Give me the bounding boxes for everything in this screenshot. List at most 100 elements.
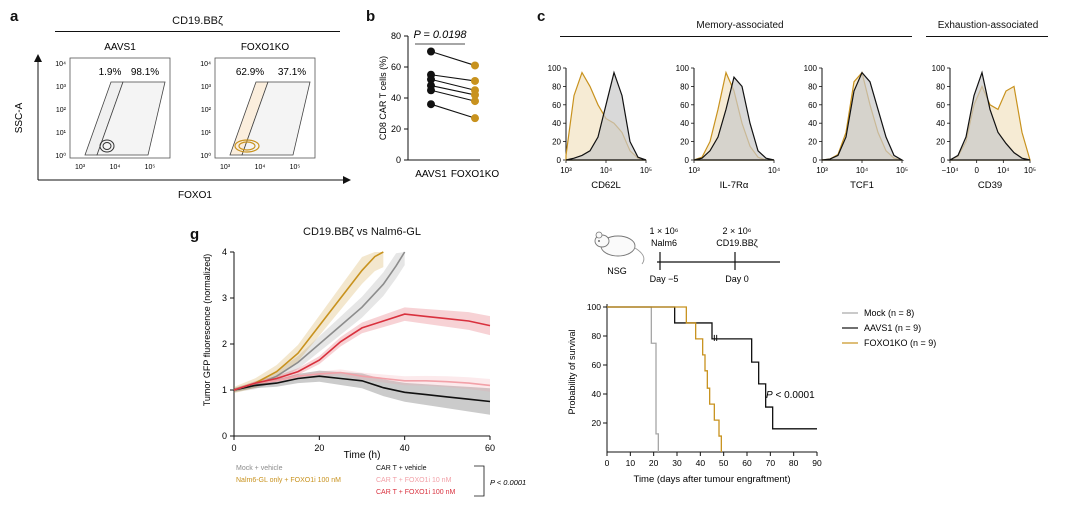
histogram-xtick-label: 10³ bbox=[688, 166, 700, 175]
ytick: 10⁴ bbox=[200, 61, 211, 68]
histogram-ytick-label: 20 bbox=[552, 138, 561, 147]
panel-c-exhaustion-rule bbox=[926, 36, 1048, 37]
ytick: 10² bbox=[201, 107, 212, 114]
panel-letter-a: a bbox=[10, 8, 19, 25]
ytick: 10² bbox=[56, 107, 67, 114]
s-xtick-label: 0 bbox=[605, 458, 610, 468]
panel-c-memory-header: Memory-associated bbox=[696, 20, 784, 31]
s-xtick-label: 10 bbox=[626, 458, 636, 468]
point-foxo1ko bbox=[471, 90, 479, 99]
schematic-dose1-cells: Nalm6 bbox=[651, 238, 677, 248]
histogram-aavs1-curve bbox=[565, 70, 647, 161]
panel-b-paired-plot: P = 0.0198 CD8 CAR T cells (%) 0 20 40 60 80… bbox=[378, 29, 499, 180]
histogram-xtick-label: 0 bbox=[974, 166, 979, 175]
xtick: 10³ bbox=[220, 164, 231, 171]
g-band bbox=[234, 252, 405, 393]
ytick-label: 60 bbox=[391, 62, 401, 72]
panel-letter-b: b bbox=[366, 8, 376, 25]
ytick-label: 40 bbox=[391, 93, 401, 103]
point-foxo1ko bbox=[471, 61, 479, 70]
histogram-ytick-label: 80 bbox=[552, 82, 561, 91]
plot-aavs1-title: AAVS1 bbox=[104, 42, 136, 53]
histogram-xtick-label: −10⁴ bbox=[941, 166, 959, 175]
point-aavs1 bbox=[427, 75, 435, 84]
histogram-marker-label: CD62L bbox=[591, 180, 621, 191]
panel-g-xlabel: Time (h) bbox=[344, 450, 381, 461]
plot-aavs1-contour bbox=[99, 139, 115, 153]
histogram-ytick-label: 80 bbox=[680, 82, 689, 91]
ytick-label: 0 bbox=[396, 155, 401, 165]
histogram-ytick-label: 80 bbox=[808, 82, 817, 91]
panel-g-chart: Tumor GFP fluorescence (normalized) Time… bbox=[202, 247, 526, 497]
legend-aavs1: AAVS1 (n = 9) bbox=[864, 323, 921, 333]
plot-foxo1ko-contour-inner bbox=[238, 141, 256, 151]
panel-c-histograms: 0 20 40 60 80 100 10³ 10⁴ 10⁵ CD62L 0 20 40 60 80 100 10… bbox=[548, 64, 1036, 191]
survival-ylabel: Probability of survival bbox=[567, 329, 577, 414]
histogram-ytick-label: 40 bbox=[552, 119, 561, 128]
histogram-ytick-label: 60 bbox=[680, 101, 689, 110]
histogram-ytick-label: 0 bbox=[813, 156, 818, 165]
panel-g-pvalue: P < 0.0001 bbox=[490, 478, 526, 487]
histogram-ytick-label: 60 bbox=[936, 101, 945, 110]
histogram-ytick-label: 100 bbox=[676, 64, 690, 73]
g-band bbox=[234, 252, 384, 394]
histogram-ytick-label: 20 bbox=[936, 138, 945, 147]
schematic-day1: Day −5 bbox=[650, 274, 679, 284]
s-xtick-label: 40 bbox=[696, 458, 706, 468]
s-ytick-label: 60 bbox=[592, 360, 602, 370]
panel-a-y-arrow bbox=[34, 54, 42, 62]
s-xtick-label: 70 bbox=[766, 458, 776, 468]
histogram-ytick-label: 100 bbox=[804, 64, 818, 73]
histogram-xtick-label: 10³ bbox=[816, 166, 828, 175]
histogram-ytick-label: 0 bbox=[557, 156, 562, 165]
xtick: 10³ bbox=[75, 164, 86, 171]
panel-c-exhaustion-header: Exhaustion-associated bbox=[937, 20, 1039, 31]
histogram-aavs1-curve bbox=[821, 71, 905, 161]
panel-a-ylabel: SSC-A bbox=[14, 102, 25, 133]
schematic-mouse-label: NSG bbox=[607, 266, 627, 276]
g-xtick-label: 40 bbox=[400, 443, 410, 453]
xtick: 10⁴ bbox=[255, 164, 266, 171]
histogram-ytick-label: 60 bbox=[552, 101, 561, 110]
point-aavs1 bbox=[427, 100, 435, 109]
histogram-ytick-label: 40 bbox=[936, 119, 945, 128]
plot-foxo1ko-yticks: 10⁴ 10³ 10² 10¹ 10⁰ bbox=[200, 61, 211, 160]
ytick-label: 20 bbox=[391, 124, 401, 134]
s-xtick-label: 50 bbox=[719, 458, 729, 468]
plot-foxo1ko-gate-left-pct: 62.9% bbox=[236, 67, 264, 78]
survival-pvalue: P < 0.0001 bbox=[766, 390, 815, 401]
histogram-xtick-label: 10⁵ bbox=[1024, 166, 1036, 175]
plot-aavs1-yticks: 10⁴ 10³ 10² 10¹ 10⁰ bbox=[55, 61, 66, 160]
histogram-ytick-label: 80 bbox=[936, 82, 945, 91]
pair-line bbox=[430, 74, 476, 82]
panel-a-x-arrow bbox=[343, 176, 351, 184]
pair-line bbox=[430, 103, 476, 119]
ytick: 10¹ bbox=[201, 130, 212, 137]
s-ytick-label: 100 bbox=[587, 302, 601, 312]
g-band bbox=[234, 307, 490, 392]
s-ytick-label: 80 bbox=[592, 331, 602, 341]
panel-a-header: CD19.BBζ bbox=[172, 15, 223, 27]
ytick: 10¹ bbox=[56, 130, 67, 137]
g-series-line bbox=[233, 251, 384, 391]
schematic-dose2-cells: CD19.BBζ bbox=[716, 238, 758, 248]
pair-line bbox=[430, 85, 476, 96]
histogram-xtick-label: 10⁴ bbox=[856, 166, 869, 175]
s-ytick-label: 20 bbox=[592, 418, 602, 428]
histogram-ytick-label: 0 bbox=[941, 156, 946, 165]
ytick: 10⁰ bbox=[200, 152, 211, 160]
histogram-xtick-label: 10⁴ bbox=[768, 166, 781, 175]
g-ytick-label: 4 bbox=[222, 247, 227, 257]
panel-g-marks bbox=[233, 251, 491, 415]
g-series-line bbox=[233, 313, 491, 391]
xtick: 10⁵ bbox=[145, 164, 156, 171]
panel-g-ylabel: Tumor GFP fluorescence (normalized) bbox=[202, 254, 212, 407]
histogram-ytick-label: 0 bbox=[685, 156, 690, 165]
panel-letter-c: c bbox=[537, 8, 546, 25]
s-xtick-label: 60 bbox=[742, 458, 752, 468]
g-ytick-label: 3 bbox=[222, 293, 227, 303]
survival-curve bbox=[607, 306, 722, 452]
point-foxo1ko bbox=[471, 114, 479, 123]
